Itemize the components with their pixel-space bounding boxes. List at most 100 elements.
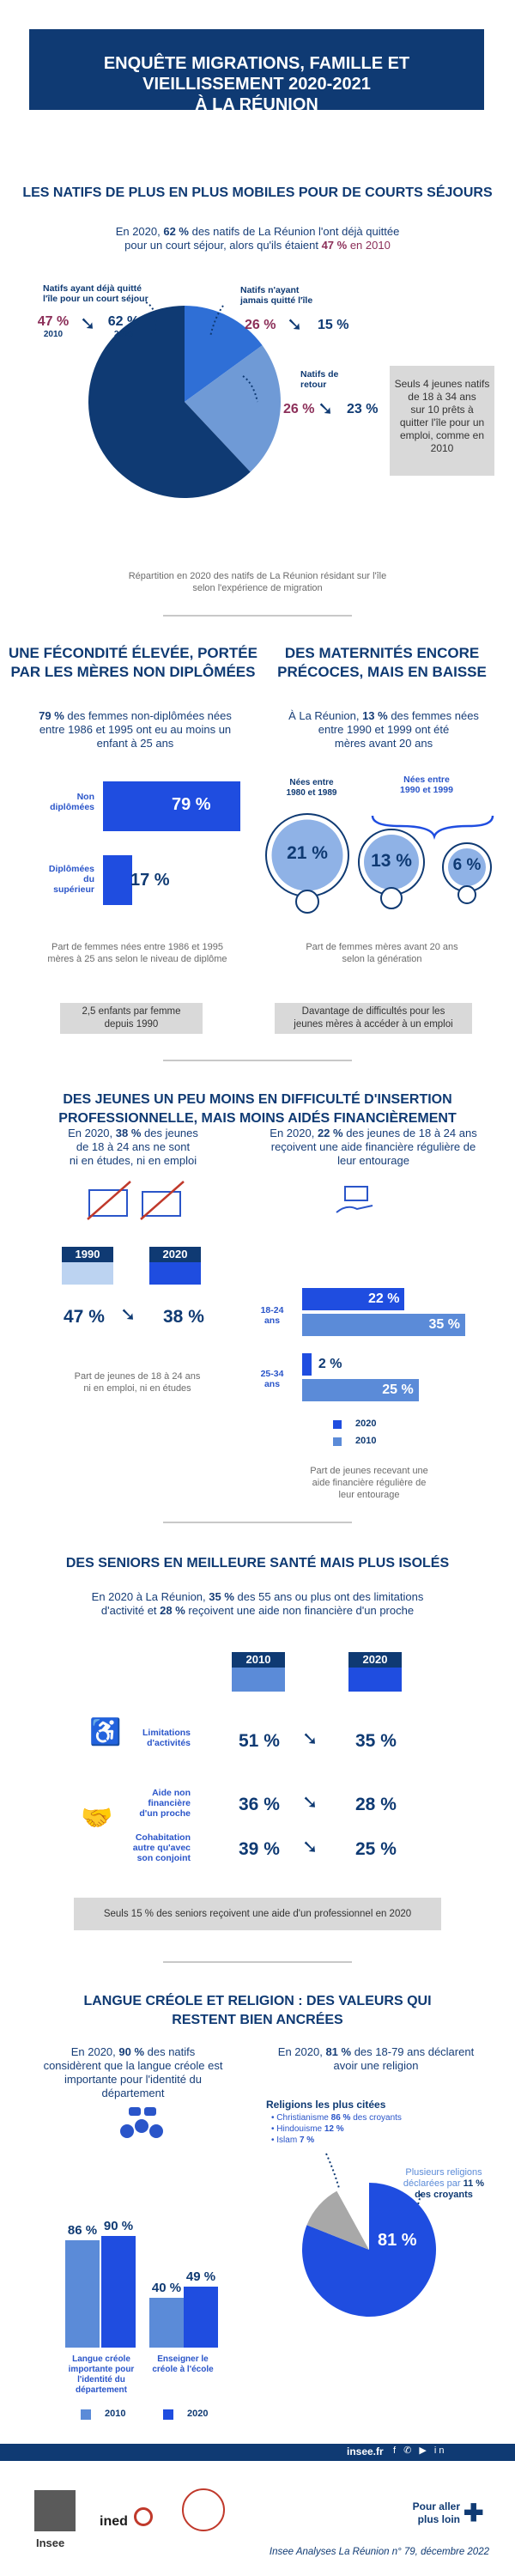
s5-bar-label-0: 86 % <box>67 2223 98 2239</box>
s2-baby-icon-2 <box>380 887 403 909</box>
s2-baby-icon-1 <box>295 890 319 914</box>
s5-people-talking-icon <box>120 2107 163 2138</box>
s2-title-left: UNE FÉCONDITÉ ÉLEVÉE, PORTÉE PAR LES MÈRE… <box>9 645 258 680</box>
s5-leader-religion <box>325 2153 341 2192</box>
s5-legend-2010-swatch <box>81 2409 91 2420</box>
s5-bar-1-2020 <box>101 2235 136 2348</box>
s2-circle-2000 <box>448 848 486 886</box>
s5-pie-value: 81 % <box>378 2231 417 2250</box>
s4-row2-2020: 28 % <box>355 1795 397 1814</box>
s1-left-2020: 62 % 2020 <box>107 314 140 339</box>
s4-handshake-icon: 🤝 <box>81 1804 113 1832</box>
s5-bar-2-2010 <box>149 2298 184 2348</box>
s3-bar-25-34ans-2020 <box>302 1353 312 1376</box>
s3-group1-label: 18-24 ans <box>260 1305 284 1326</box>
s5-religion-list: • Christianisme 86 % des croyants • Hind… <box>271 2113 402 2145</box>
s3-legend-2020-swatch <box>333 1420 342 1429</box>
s4-row3-2020: 25 % <box>355 1839 397 1859</box>
s3-separator <box>163 1522 352 1523</box>
s1-pie-group <box>88 306 281 498</box>
s4-person-cane-icon: ♿ <box>89 1718 122 1747</box>
s5-bar-label-3: 49 % <box>185 2269 216 2284</box>
header-title: ENQUÊTE MIGRATIONS, FAMILLE ET VIEILLISS… <box>103 54 410 114</box>
header-banner <box>29 29 484 110</box>
footer-plus-icon[interactable]: ✚ <box>464 2500 484 2526</box>
s1-leader-left <box>145 301 157 334</box>
s3-legend-2010-swatch <box>333 1437 342 1446</box>
s4-row1-2010: 51 % <box>239 1731 280 1751</box>
s3-desk-icon <box>88 1189 128 1217</box>
s5-bar-label-2: 40 % <box>151 2281 182 2295</box>
footer-social-icons: f ✆ ▶ in <box>393 2445 447 2456</box>
s1-return-2010: 26 % <box>283 402 315 416</box>
s3-title: DES JEUNES UN PEU MOINS EN DIFFICULTÉ D'… <box>58 1092 457 1126</box>
s5-right-intro: En 2020, 81 % des 18-79 ans déclarent av… <box>277 2045 475 2072</box>
s3-bar-label-1: 35 % <box>428 1317 460 1332</box>
s1-pie-chart <box>88 301 281 498</box>
s5-cat1-label: Langue créole importante pour l'identité d… <box>68 2354 135 2395</box>
s4-row2-label: Aide non financière d'un proche <box>139 1788 191 1819</box>
s3-no-study-icons <box>87 1181 185 1220</box>
insee-logo <box>34 2490 76 2531</box>
s1-caption: Répartition en 2020 des natifs de La Réu… <box>128 571 387 593</box>
s3-group2-label: 25-34 ans <box>260 1369 284 1389</box>
s5-bar-label-1: 90 % <box>103 2218 134 2233</box>
s3-left-intro: En 2020, 38 % des jeunes de 18 à 24 ans … <box>68 1127 198 1167</box>
s3-bar-25-34ans-2010 <box>302 1379 419 1401</box>
s3-briefcase-icon <box>142 1191 181 1217</box>
s3-legend-2010: 2010 <box>355 1436 377 1446</box>
footer-site-link[interactable]: insee.fr <box>347 2445 384 2458</box>
s3-bar-18-24ans-2010 <box>302 1314 465 1336</box>
s2-right-intro: À La Réunion, 13 % des femmes nées entre… <box>288 709 479 750</box>
s5-multi-religion-note: Plusieurs religions déclarées par 11 % d… <box>403 2167 485 2200</box>
s5-pie-group <box>302 2183 436 2317</box>
pie-slice-2 <box>336 2183 369 2250</box>
s4-row3-arrow-icon: ➘ <box>302 1836 318 1857</box>
s5-legend-2020-swatch <box>163 2409 173 2420</box>
s1-return-2020: 23 % <box>347 402 379 416</box>
s4-cal-2020: 2020 <box>348 1652 402 1692</box>
s3-val-1990: 47 % <box>64 1307 105 1327</box>
s3-legend-2020: 2020 <box>355 1419 377 1429</box>
pie-slice-2 <box>88 306 251 498</box>
s4-row3-label: Cohabitation autre qu'avec son conjoint <box>132 1832 191 1863</box>
footer-bar <box>0 2444 515 2461</box>
ined-logo-mark <box>134 2507 153 2526</box>
footer-reference: Insee Analyses La Réunion n° 79, décembr… <box>269 2547 489 2557</box>
s2-cohort1-label: Nées entre 1980 et 1989 <box>286 778 337 798</box>
s4-row1-arrow-icon: ➘ <box>302 1728 318 1749</box>
s5-legend-2010: 2010 <box>105 2409 126 2419</box>
pie-slice-1 <box>185 345 281 472</box>
s4-row1-2020: 35 % <box>355 1731 397 1751</box>
s3-arrow-icon: ➘ <box>120 1303 136 1325</box>
s4-title: DES SENIORS EN MEILLEURE SANTÉ MAIS PLUS… <box>65 1556 450 1571</box>
s4-row2-arrow-icon: ➘ <box>302 1791 318 1813</box>
s3-bar-label-0: 22 % <box>367 1291 400 1306</box>
s1-leader-return <box>242 375 258 403</box>
s3-bar-18-24ans-2020 <box>302 1288 405 1310</box>
s4-separator <box>163 1961 352 1963</box>
s2-left-intro: 79 % des femmes non-diplômées nées entre… <box>39 709 232 750</box>
s2-brace <box>371 815 494 840</box>
s2-cohort2-label: Nées entre 1990 et 1999 <box>400 775 453 795</box>
s1-arrow-never-icon: ➘ <box>287 313 303 335</box>
s4-intro: En 2020 à La Réunion, 35 % des 55 ans ou… <box>91 1590 424 1617</box>
s5-religion-title: Religions les plus citées <box>266 2099 386 2111</box>
s3-cal-1990: 1990 <box>62 1247 113 1285</box>
s4-cal-2010: 2010 <box>232 1652 285 1692</box>
s3-left-caption: Part de jeunes de 18 à 24 ans ni en emplo… <box>74 1371 201 1394</box>
s2-circle1-value: 21 % <box>287 843 328 863</box>
s1-side-box: Seuls 4 jeunes natifs de 18 à 34 ans sur 1… <box>390 366 494 476</box>
s4-box: Seuls 15 % des seniors reçoivent une aid… <box>74 1898 441 1930</box>
footer-more[interactable]: Pour aller plus loin <box>412 2500 460 2525</box>
s2-circles <box>265 813 494 914</box>
s3-bar-label-3: 25 % <box>382 1382 414 1397</box>
s2-bar2-value: 17 % <box>130 871 170 890</box>
s5-bar-3-2020 <box>184 2286 218 2348</box>
insee-logo-text: Insee <box>36 2537 65 2549</box>
s2-circle3-value: 6 % <box>452 856 482 874</box>
s1-intro: En 2020, 62 % des natifs de La Réunion l… <box>115 225 400 252</box>
s5-legend-2020: 2020 <box>187 2409 209 2419</box>
s5-leader-multi <box>411 2192 421 2216</box>
s1-arrow-return-icon: ➘ <box>318 398 334 419</box>
